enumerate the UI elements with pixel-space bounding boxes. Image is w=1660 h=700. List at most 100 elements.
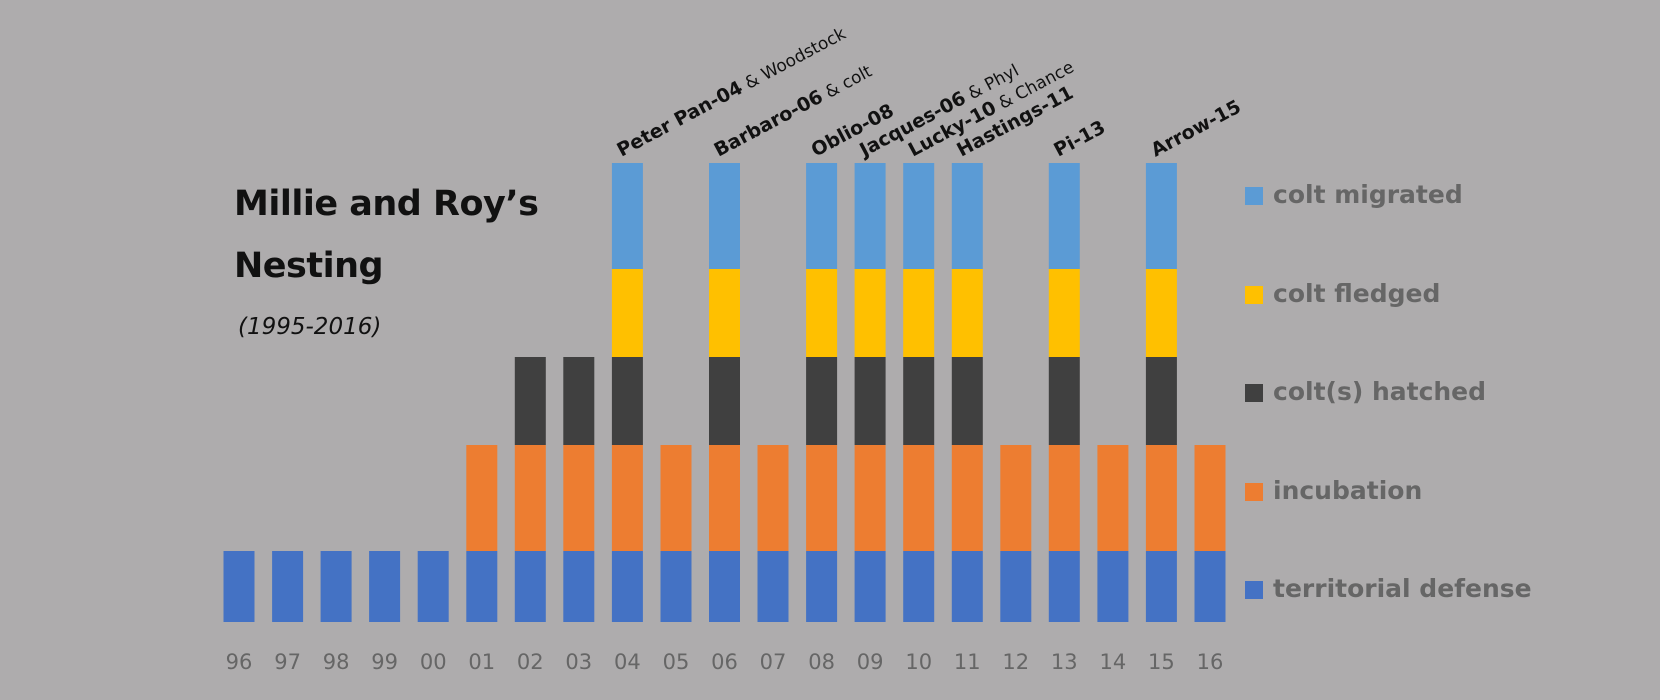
- legend-label-territorial-defense: territorial defense: [1273, 574, 1532, 603]
- legend-swatch-colt-fledged: [1245, 285, 1263, 304]
- x-tick-label: 16: [1197, 650, 1224, 674]
- bar-segment-12-territorial-defense: [1000, 551, 1032, 622]
- x-tick-label: 14: [1100, 650, 1127, 674]
- bar-segment-01-territorial-defense: [466, 551, 498, 622]
- x-tick-label: 09: [857, 650, 884, 674]
- x-tick-label: 07: [760, 650, 787, 674]
- legend-swatch-colt-migrated: [1245, 187, 1263, 205]
- legend-label-colt-fledged: colt fledged: [1273, 278, 1441, 308]
- bar-segment-14-incubation: [1097, 445, 1129, 551]
- x-tick-label: 05: [663, 650, 690, 674]
- bar-segment-05-incubation: [660, 445, 692, 551]
- bar-segment-07-territorial-defense: [757, 551, 789, 622]
- bar-label-13: Pi-13: [1050, 116, 1109, 161]
- bar-segment-12-incubation: [1000, 445, 1032, 551]
- bar-segment-11-territorial-defense: [951, 551, 983, 622]
- bar-segment-99-territorial-defense: [369, 551, 401, 622]
- bar-label-15: Arrow-15: [1147, 96, 1244, 162]
- bar-segment-10-territorial-defense: [903, 551, 935, 622]
- x-tick-label: 11: [954, 650, 981, 674]
- bar-segment-03-incubation: [563, 445, 595, 551]
- bar-segment-09-colt-s-hatched: [854, 357, 886, 445]
- bar-segment-08-territorial-defense: [806, 551, 838, 622]
- bar-segment-11-colt-s-hatched: [951, 357, 983, 445]
- bar-segment-13-colt-migrated: [1048, 163, 1080, 269]
- bar-segment-15-colt-s-hatched: [1145, 357, 1177, 445]
- bar-label-06: Barbaro-06 & colt: [711, 60, 876, 162]
- bar-segment-03-territorial-defense: [563, 551, 595, 622]
- bar-segment-02-territorial-defense: [514, 551, 546, 622]
- bar-segment-02-incubation: [514, 445, 546, 551]
- bar-segment-16-incubation: [1194, 445, 1226, 551]
- bar-segment-09-colt-migrated: [854, 163, 886, 269]
- x-tick-label: 02: [517, 650, 544, 674]
- legend-swatch-territorial-defense: [1245, 581, 1263, 599]
- bar-segment-09-incubation: [854, 445, 886, 551]
- bar-segment-13-incubation: [1048, 445, 1080, 551]
- legend-label-incubation: incubation: [1273, 475, 1423, 505]
- bar-segment-03-colt-s-hatched: [563, 357, 595, 445]
- bar-segment-08-incubation: [806, 445, 838, 551]
- bar-segment-09-colt-fledged: [854, 269, 886, 357]
- bar-segment-10-colt-migrated: [903, 163, 935, 269]
- bar-segment-05-territorial-defense: [660, 551, 692, 622]
- bar-segment-04-incubation: [611, 445, 643, 551]
- bar-segment-06-colt-fledged: [709, 269, 740, 357]
- bar-segment-01-incubation: [466, 445, 498, 551]
- bar-segment-96-territorial-defense: [223, 551, 255, 622]
- legend-label-colt-migrated: colt migrated: [1273, 180, 1463, 209]
- bar-segment-14-territorial-defense: [1097, 551, 1129, 622]
- chart-subtitle: (1995-2016): [238, 314, 382, 340]
- bar-segment-06-colt-migrated: [709, 163, 740, 269]
- x-tick-label: 04: [614, 650, 641, 674]
- bar-segment-10-colt-s-hatched: [903, 357, 935, 445]
- bar-segment-10-colt-fledged: [903, 269, 935, 357]
- bar-segment-09-territorial-defense: [854, 551, 886, 622]
- bar-segment-07-incubation: [757, 445, 789, 551]
- bar-segment-08-colt-fledged: [806, 269, 838, 357]
- bar-segment-08-colt-migrated: [806, 163, 838, 269]
- bar-segment-04-colt-migrated: [611, 163, 643, 269]
- x-tick-label: 99: [371, 650, 398, 674]
- bar-segment-13-territorial-defense: [1048, 551, 1080, 622]
- x-tick-label: 06: [711, 650, 738, 674]
- bar-segment-08-colt-s-hatched: [806, 357, 838, 445]
- bar-segment-04-colt-fledged: [611, 269, 643, 357]
- x-tick-label: 97: [274, 650, 301, 674]
- x-tick-label: 01: [468, 650, 495, 674]
- bar-segment-16-territorial-defense: [1194, 551, 1226, 622]
- x-tick-label: 96: [226, 650, 253, 674]
- x-tick-label: 00: [420, 650, 447, 674]
- x-tick-label: 08: [808, 650, 835, 674]
- legend-label-colt-s-hatched: colt(s) hatched: [1273, 377, 1487, 406]
- bar-segment-98-territorial-defense: [320, 551, 352, 622]
- x-tick-label: 98: [323, 650, 350, 674]
- x-tick-label: 12: [1002, 650, 1029, 674]
- bar-segment-04-territorial-defense: [611, 551, 643, 622]
- bar-segment-11-colt-migrated: [951, 163, 983, 269]
- x-tick-label: 03: [565, 650, 592, 674]
- bar-segment-06-territorial-defense: [709, 551, 740, 622]
- bar-segment-15-incubation: [1145, 445, 1177, 551]
- legend-swatch-incubation: [1245, 482, 1263, 501]
- bar-segment-15-colt-migrated: [1145, 163, 1177, 269]
- bar-segment-97-territorial-defense: [272, 551, 304, 622]
- bar-segment-10-incubation: [903, 445, 935, 551]
- bar-segment-15-colt-fledged: [1145, 269, 1177, 357]
- bar-segment-13-colt-fledged: [1048, 269, 1080, 357]
- chart-title-line-1: Millie and Roy’s: [234, 184, 539, 224]
- bar-segment-15-territorial-defense: [1145, 551, 1177, 622]
- bar-segment-02-colt-s-hatched: [514, 357, 546, 445]
- legend-swatch-colt-s-hatched: [1245, 384, 1263, 402]
- bar-segment-06-incubation: [709, 445, 740, 551]
- bar-segment-06-colt-s-hatched: [709, 357, 740, 445]
- bar-segment-04-colt-s-hatched: [611, 357, 643, 445]
- x-tick-label: 13: [1051, 650, 1078, 674]
- bar-segment-00-territorial-defense: [417, 551, 449, 622]
- bar-segment-11-incubation: [951, 445, 983, 551]
- x-tick-label: 10: [905, 650, 932, 674]
- chart-title-line-2: Nesting: [234, 246, 384, 286]
- bar-segment-11-colt-fledged: [951, 269, 983, 357]
- bar-segment-13-colt-s-hatched: [1048, 357, 1080, 445]
